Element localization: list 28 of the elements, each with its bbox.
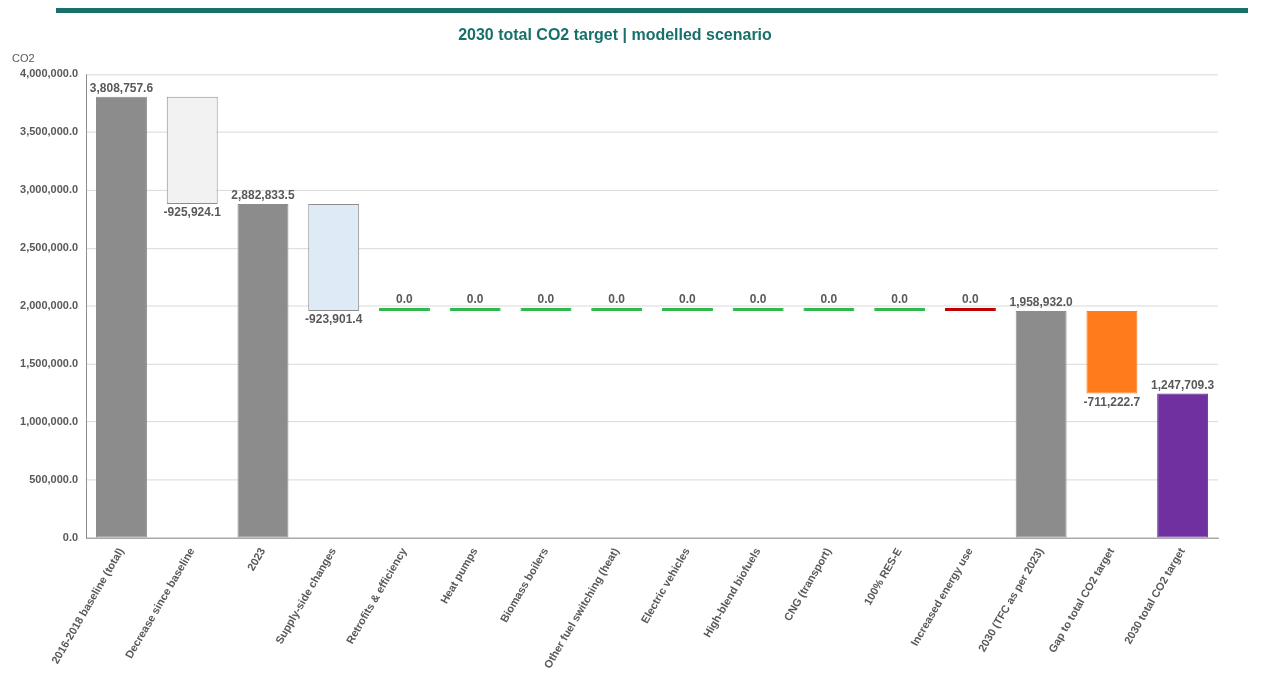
data-label: 0.0 <box>466 292 484 307</box>
y-axis-title: CO2 <box>12 52 35 65</box>
data-label: 1,247,709.3 <box>1150 377 1215 392</box>
data-label: 2,882,833.5 <box>231 188 295 203</box>
y-tick-label: 0.0 <box>62 531 79 543</box>
y-tick-label: 1,000,000.0 <box>20 415 79 428</box>
data-label: 0.0 <box>820 292 838 307</box>
y-tick-label: 2,000,000.0 <box>20 299 79 312</box>
data-label: 3,808,757.6 <box>89 81 154 95</box>
data-label: 0.0 <box>962 292 980 307</box>
y-tick-label: 3,500,000.0 <box>20 125 79 138</box>
y-tick-label: 1,500,000.0 <box>20 357 79 370</box>
data-label: 0.0 <box>396 292 414 307</box>
chart-title: 2030 total CO2 target | modelled scenario <box>458 25 773 43</box>
data-label: 0.0 <box>537 292 555 307</box>
data-label: -925,924.1 <box>163 205 222 220</box>
y-tick-label: 3,000,000.0 <box>20 183 79 196</box>
data-label: 0.0 <box>749 292 767 307</box>
data-label: 0.0 <box>679 292 697 307</box>
bar <box>1086 310 1138 394</box>
y-tick-label: 4,000,000.0 <box>20 67 79 80</box>
data-label: 0.0 <box>891 292 909 307</box>
data-label: 1,958,932.0 <box>1009 295 1074 310</box>
data-label: 0.0 <box>608 292 626 307</box>
data-label: -923,901.4 <box>305 312 363 327</box>
y-tick-label: 2,500,000.0 <box>20 241 79 254</box>
data-label: -711,222.7 <box>1083 394 1141 409</box>
y-tick-label: 500,000.0 <box>29 473 79 485</box>
